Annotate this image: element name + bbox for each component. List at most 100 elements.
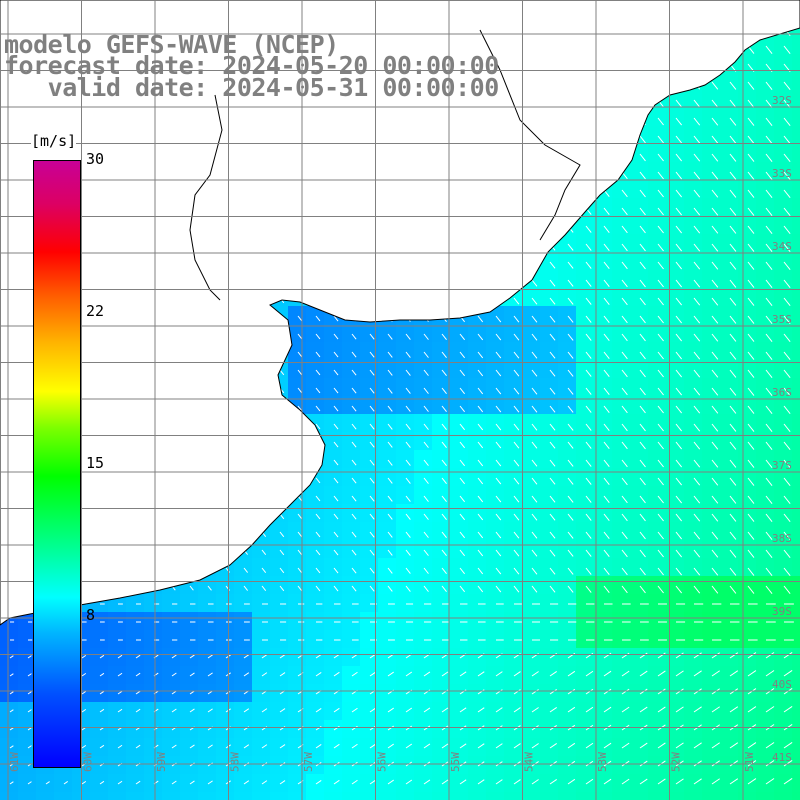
field-cell bbox=[180, 612, 199, 631]
field-cell bbox=[306, 594, 325, 613]
wind-arrow bbox=[495, 387, 502, 395]
field-cell bbox=[648, 630, 667, 649]
wind-arrow bbox=[549, 477, 556, 485]
field-cell bbox=[378, 684, 397, 703]
wind-arrow bbox=[729, 171, 737, 180]
field-cell bbox=[612, 612, 631, 631]
wind-arrow bbox=[765, 189, 773, 198]
field-cell bbox=[216, 774, 235, 793]
field-cell bbox=[648, 594, 667, 613]
field-cell bbox=[594, 324, 613, 343]
field-cell bbox=[90, 738, 109, 757]
field-cell bbox=[774, 792, 793, 800]
field-cell bbox=[468, 702, 487, 721]
field-cell bbox=[252, 648, 271, 667]
longitude-label: 60W bbox=[82, 752, 95, 772]
field-cell bbox=[360, 666, 379, 685]
wind-arrow bbox=[567, 742, 576, 749]
field-cell bbox=[702, 504, 721, 523]
field-cell bbox=[414, 576, 433, 595]
field-cell bbox=[558, 702, 577, 721]
field-cell bbox=[504, 594, 523, 613]
wind-arrow bbox=[639, 297, 646, 306]
wind-arrow bbox=[567, 243, 574, 251]
wind-arrow bbox=[549, 567, 556, 575]
wind-arrow bbox=[639, 369, 646, 378]
field-cell bbox=[504, 486, 523, 505]
field-cell bbox=[594, 648, 613, 667]
wind-arrow bbox=[693, 279, 701, 288]
field-cell bbox=[540, 756, 559, 775]
wind-arrow bbox=[477, 369, 484, 377]
wind-arrow bbox=[459, 423, 466, 431]
wind-arrow bbox=[333, 585, 339, 592]
field-cell bbox=[666, 774, 685, 793]
wind-arrow bbox=[729, 261, 737, 270]
field-cell bbox=[702, 594, 721, 613]
wind-arrow bbox=[639, 706, 648, 713]
wind-arrow bbox=[297, 567, 303, 574]
field-cell bbox=[738, 684, 757, 703]
field-cell bbox=[558, 270, 577, 289]
wind-arrow bbox=[639, 549, 646, 558]
field-cell bbox=[504, 774, 523, 793]
wind-arrow bbox=[675, 99, 683, 108]
wind-arrow bbox=[117, 672, 123, 677]
field-cell bbox=[558, 612, 577, 631]
wind-arrow bbox=[423, 549, 429, 556]
field-cell bbox=[594, 288, 613, 307]
field-cell bbox=[270, 702, 289, 721]
wind-arrow bbox=[369, 495, 375, 502]
field-cell bbox=[18, 756, 37, 775]
wind-arrow bbox=[765, 81, 773, 90]
field-cell bbox=[180, 594, 199, 613]
field-cell bbox=[792, 90, 800, 109]
field-cell bbox=[468, 684, 487, 703]
field-cell bbox=[684, 270, 703, 289]
field-cell bbox=[378, 396, 397, 415]
field-cell bbox=[684, 378, 703, 397]
field-cell bbox=[612, 756, 631, 775]
field-cell bbox=[558, 324, 577, 343]
field-cell bbox=[684, 792, 703, 800]
wind-arrow bbox=[387, 585, 393, 592]
wind-arrow bbox=[603, 333, 610, 341]
field-cell bbox=[486, 468, 505, 487]
wind-arrow bbox=[693, 670, 702, 677]
field-cell bbox=[486, 486, 505, 505]
field-cell bbox=[522, 630, 541, 649]
field-cell bbox=[180, 720, 199, 739]
field-cell bbox=[648, 792, 667, 800]
field-cell bbox=[576, 216, 595, 235]
field-cell bbox=[252, 792, 271, 800]
wind-arrow bbox=[297, 351, 303, 358]
wind-arrow bbox=[585, 351, 592, 359]
wind-arrow bbox=[783, 261, 791, 271]
longitude-label: 58W bbox=[229, 752, 242, 772]
field-cell bbox=[558, 504, 577, 523]
field-cell bbox=[594, 270, 613, 289]
field-cell bbox=[18, 738, 37, 757]
wind-arrow bbox=[675, 225, 683, 234]
field-cell bbox=[468, 630, 487, 649]
wind-arrow bbox=[693, 261, 701, 270]
field-cell bbox=[414, 630, 433, 649]
field-cell bbox=[576, 630, 595, 649]
wind-arrow bbox=[603, 652, 612, 659]
field-cell bbox=[630, 468, 649, 487]
field-cell bbox=[576, 792, 595, 800]
field-cell bbox=[576, 684, 595, 703]
wind-arrow bbox=[495, 315, 502, 323]
wind-arrow bbox=[477, 387, 484, 395]
field-cell bbox=[594, 666, 613, 685]
field-cell bbox=[756, 306, 775, 325]
wind-arrow bbox=[9, 691, 14, 695]
field-cell bbox=[504, 342, 523, 361]
wind-arrow bbox=[765, 369, 773, 378]
field-cell bbox=[522, 306, 541, 325]
wind-arrow bbox=[693, 742, 702, 749]
field-cell bbox=[126, 648, 145, 667]
field-cell bbox=[666, 684, 685, 703]
wind-arrow bbox=[369, 707, 376, 713]
